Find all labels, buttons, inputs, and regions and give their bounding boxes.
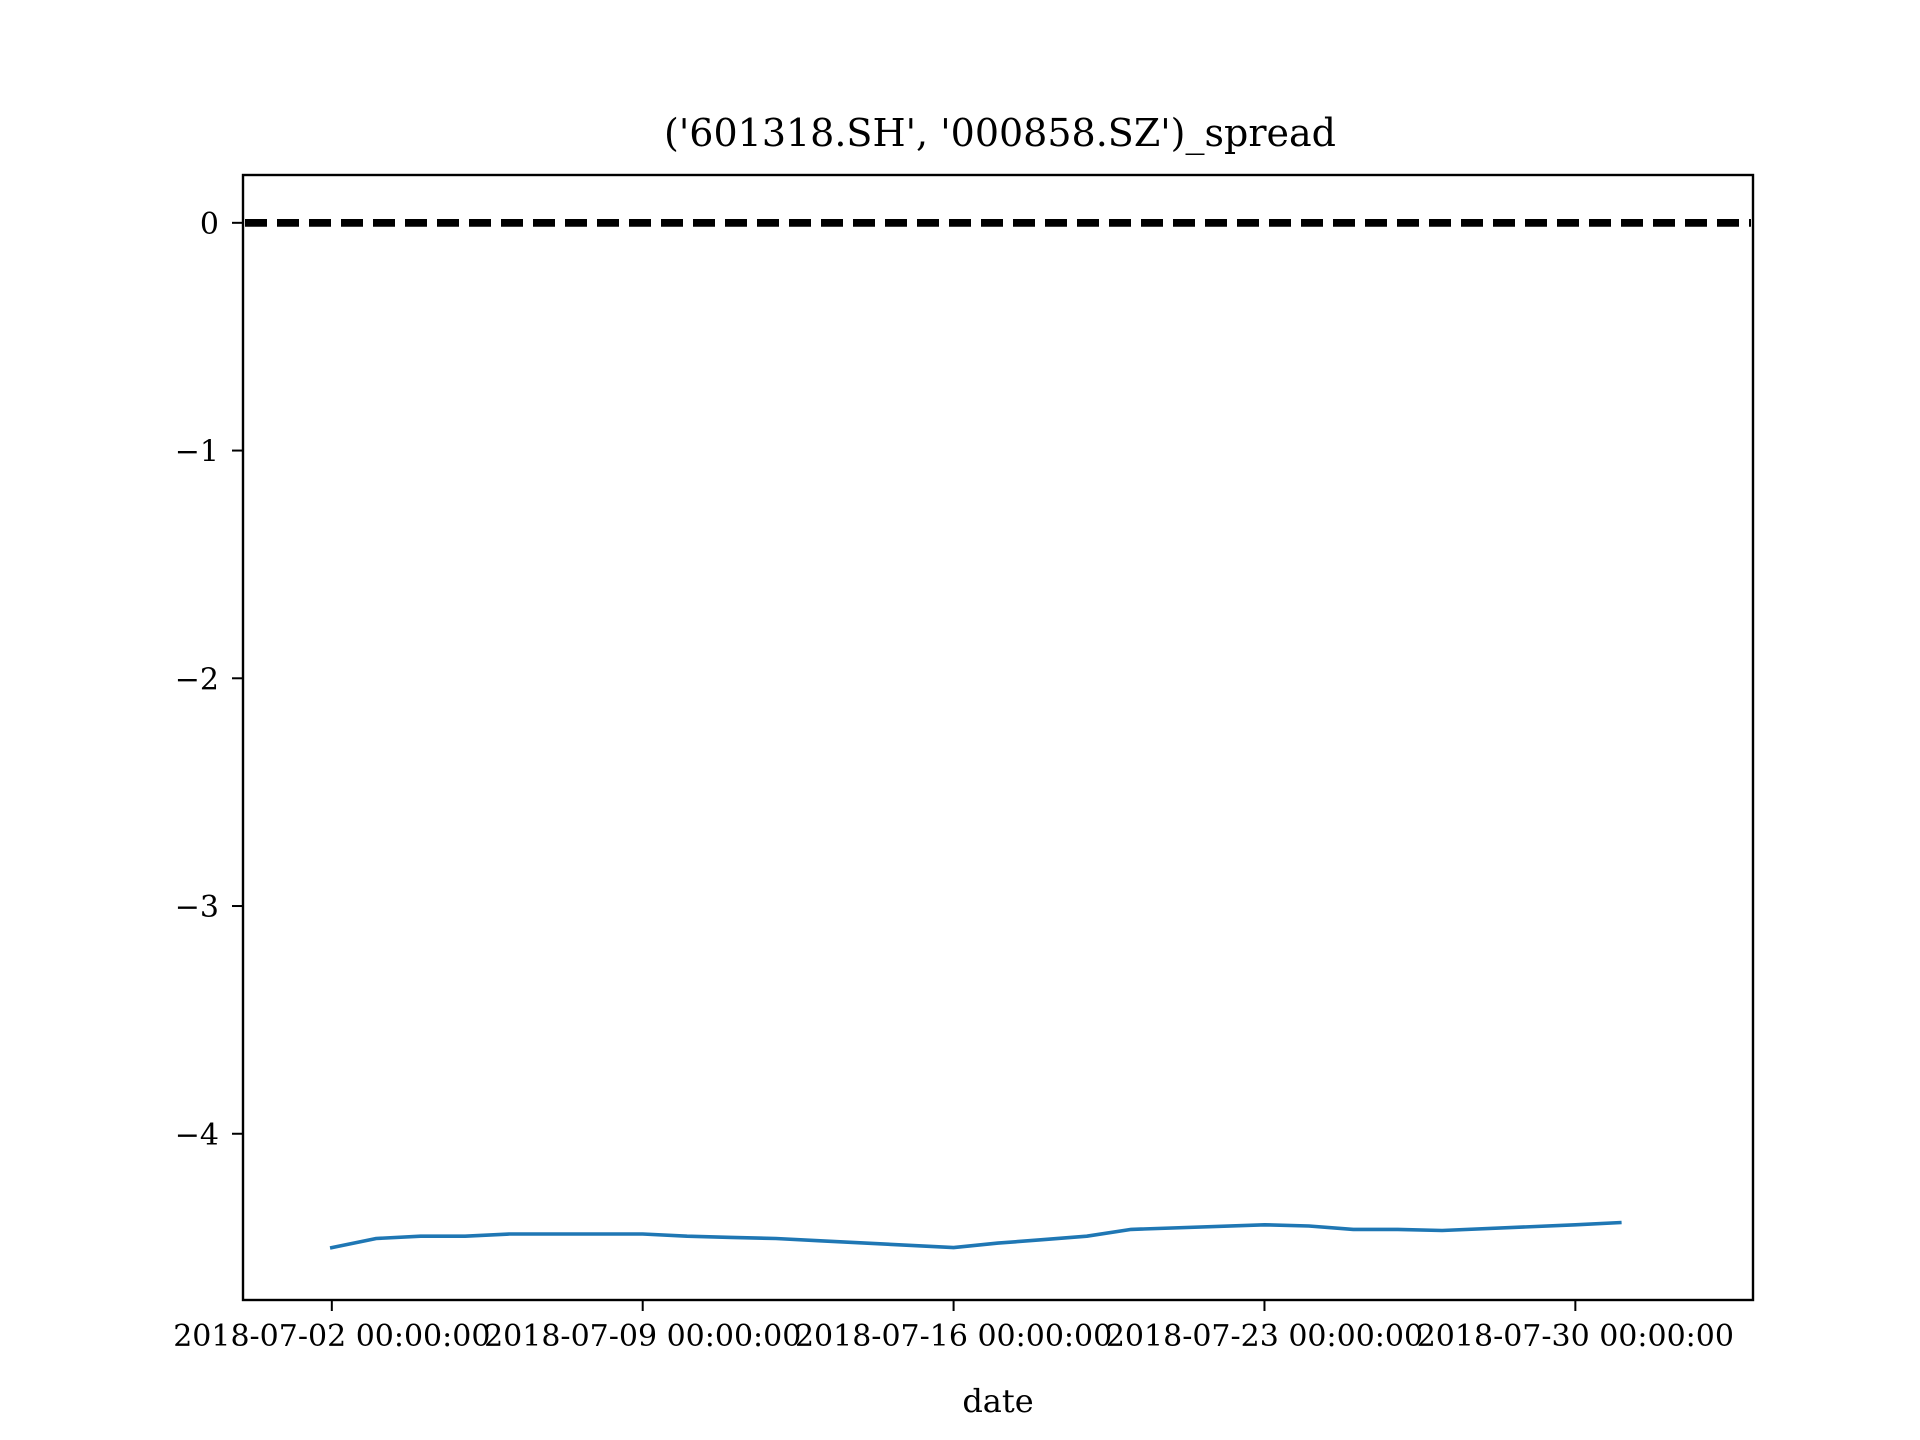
x-tick-label: 2018-07-02 00:00:00 bbox=[173, 1319, 490, 1354]
spread-series-line bbox=[329, 1220, 1622, 1250]
y-tick-label: 0 bbox=[200, 207, 219, 242]
y-tick-label: −1 bbox=[175, 435, 219, 470]
x-tick-label: 2018-07-23 00:00:00 bbox=[1106, 1319, 1423, 1354]
x-tick-label: 2018-07-16 00:00:00 bbox=[795, 1319, 1112, 1354]
y-tick-label: −3 bbox=[175, 890, 219, 925]
y-tick-label: −2 bbox=[175, 662, 219, 697]
reference-lines bbox=[245, 218, 1751, 227]
chart-title: ('601318.SH', '000858.SZ')_spread bbox=[664, 111, 1336, 156]
series-layer bbox=[329, 1220, 1622, 1250]
plot-area-frame bbox=[241, 173, 1755, 1302]
y-tick-label: −4 bbox=[175, 1118, 219, 1153]
x-tick-label: 2018-07-30 00:00:00 bbox=[1417, 1319, 1734, 1354]
x-axis-label: date bbox=[962, 1382, 1033, 1420]
x-tick-label: 2018-07-09 00:00:00 bbox=[484, 1319, 801, 1354]
y-axis: 0 −1 −2 −3 −4 bbox=[175, 207, 243, 1153]
